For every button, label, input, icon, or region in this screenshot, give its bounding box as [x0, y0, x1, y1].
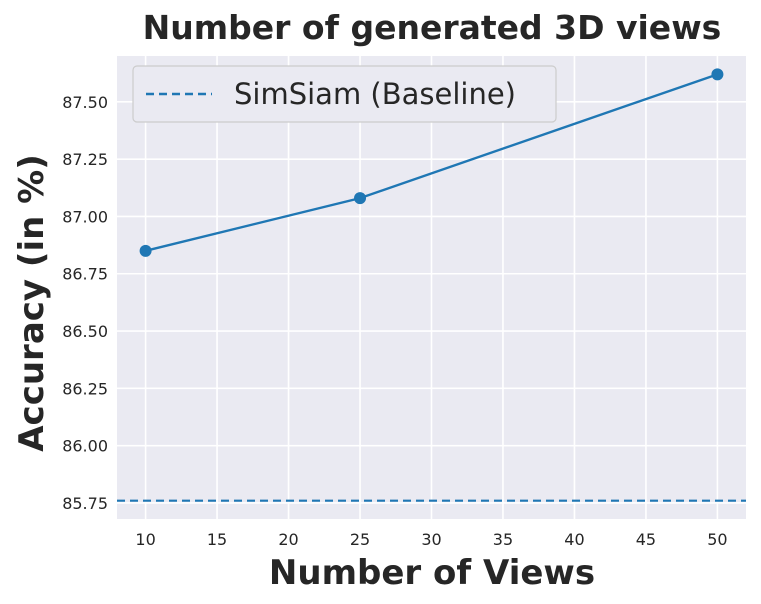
- y-tick-label: 86.00: [62, 437, 108, 456]
- chart-title: Number of generated 3D views: [143, 8, 722, 47]
- x-tick-label: 15: [207, 530, 227, 549]
- legend-box: [132, 65, 557, 123]
- x-tick-label: 30: [421, 530, 441, 549]
- x-tick-labels: 10 15 20 25 30 35 40 45 50: [135, 530, 727, 549]
- legend-label-baseline: SimSiam (Baseline): [234, 77, 516, 111]
- y-tick-label: 85.75: [62, 494, 108, 513]
- y-tick-label: 86.25: [62, 379, 108, 398]
- x-tick-label: 40: [564, 530, 584, 549]
- y-tick-label: 86.50: [62, 322, 108, 341]
- data-point: [139, 244, 152, 257]
- y-tick-label: 87.00: [62, 207, 108, 226]
- legend: SimSiam (Baseline): [132, 65, 557, 123]
- data-points: [139, 68, 724, 257]
- data-point: [354, 192, 367, 205]
- y-axis-label: Accuracy (in %): [12, 154, 52, 452]
- y-tick-label: 87.25: [62, 150, 108, 169]
- grid: [117, 56, 746, 519]
- x-tick-label: 45: [636, 530, 656, 549]
- y-tick-labels: 85.75 86.00 86.25 86.50 86.75 87.00 87.25 87.50: [62, 93, 108, 513]
- data-point: [711, 68, 724, 81]
- x-tick-label: 20: [278, 530, 298, 549]
- x-tick-label: 25: [350, 530, 370, 549]
- x-tick-label: 10: [135, 530, 155, 549]
- x-tick-label: 35: [493, 530, 513, 549]
- x-tick-label: 50: [707, 530, 727, 549]
- y-tick-label: 87.50: [62, 93, 108, 112]
- y-tick-label: 86.75: [62, 265, 108, 284]
- x-axis-label: Number of Views: [269, 553, 595, 593]
